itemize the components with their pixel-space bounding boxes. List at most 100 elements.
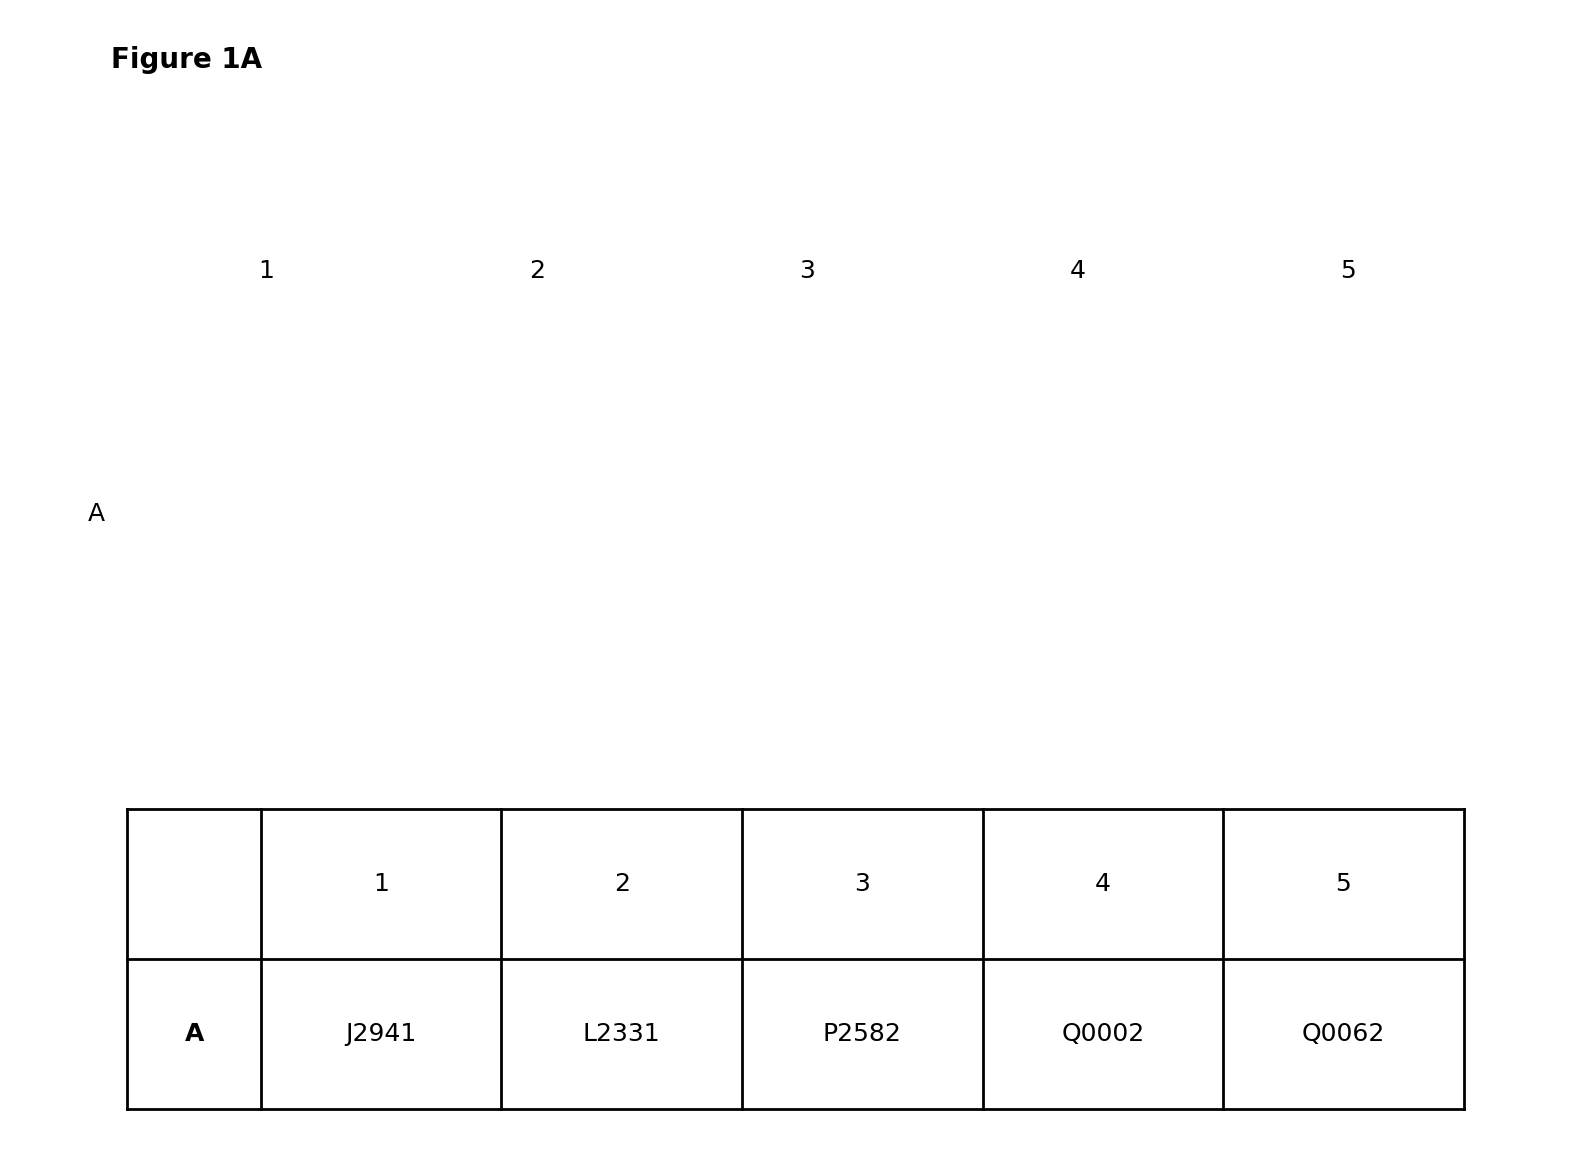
- Point: [846, 580, 872, 598]
- Point: [877, 341, 902, 359]
- Point: [737, 597, 762, 616]
- Circle shape: [1363, 337, 1394, 387]
- Circle shape: [554, 340, 582, 385]
- Circle shape: [877, 323, 923, 401]
- Text: L2331: L2331: [582, 1022, 660, 1045]
- Circle shape: [1249, 654, 1263, 678]
- Point: [786, 445, 811, 463]
- Point: [904, 700, 929, 718]
- Circle shape: [687, 520, 741, 609]
- Point: [835, 374, 861, 393]
- Point: [725, 477, 751, 495]
- Point: [724, 557, 749, 575]
- Point: [721, 572, 746, 590]
- Circle shape: [1371, 551, 1387, 579]
- Circle shape: [347, 343, 371, 381]
- Point: [902, 522, 928, 541]
- Point: [702, 404, 727, 423]
- Point: [851, 486, 877, 505]
- Point: [886, 538, 912, 557]
- Point: [859, 538, 885, 557]
- Circle shape: [1165, 655, 1177, 676]
- Point: [768, 373, 794, 392]
- Circle shape: [1039, 552, 1055, 578]
- Point: [853, 482, 878, 500]
- Circle shape: [288, 550, 307, 580]
- Point: [888, 424, 913, 442]
- Point: [859, 621, 885, 640]
- Point: [770, 629, 796, 648]
- Point: [916, 687, 942, 706]
- Point: [802, 649, 827, 668]
- Text: 4: 4: [1069, 259, 1087, 283]
- Point: [846, 434, 872, 453]
- Point: [773, 329, 799, 348]
- Circle shape: [1161, 449, 1179, 477]
- Point: [772, 305, 797, 323]
- Point: [805, 330, 831, 349]
- Circle shape: [1365, 441, 1394, 486]
- Point: [832, 538, 858, 557]
- Point: [881, 356, 907, 374]
- Point: [708, 524, 733, 543]
- Point: [725, 378, 751, 396]
- Point: [737, 422, 762, 440]
- Circle shape: [1303, 441, 1332, 486]
- Point: [907, 560, 932, 579]
- Circle shape: [433, 648, 455, 684]
- Point: [706, 328, 732, 346]
- Circle shape: [620, 448, 640, 479]
- Point: [905, 511, 931, 529]
- Circle shape: [877, 527, 923, 603]
- Point: [835, 589, 861, 608]
- Point: [894, 707, 920, 725]
- Point: [810, 477, 835, 495]
- Point: [724, 619, 749, 638]
- Text: A: A: [185, 1022, 204, 1045]
- Circle shape: [496, 448, 515, 478]
- Point: [738, 527, 764, 545]
- Circle shape: [352, 452, 366, 476]
- Point: [800, 486, 826, 505]
- Text: P2582: P2582: [823, 1022, 902, 1045]
- Point: [727, 521, 753, 539]
- Point: [845, 535, 870, 553]
- Circle shape: [690, 625, 740, 706]
- Point: [912, 331, 937, 350]
- Point: [692, 337, 718, 356]
- Point: [792, 595, 818, 613]
- Point: [902, 350, 928, 368]
- Point: [872, 316, 897, 335]
- Point: [792, 413, 818, 432]
- Circle shape: [226, 549, 245, 580]
- Circle shape: [165, 650, 183, 680]
- Point: [694, 666, 719, 685]
- Point: [689, 345, 714, 364]
- Text: 3: 3: [854, 872, 870, 895]
- Point: [759, 673, 784, 692]
- Circle shape: [1311, 654, 1325, 678]
- Point: [719, 325, 745, 343]
- Circle shape: [1432, 448, 1451, 479]
- Circle shape: [226, 448, 245, 478]
- Circle shape: [493, 544, 519, 584]
- Point: [686, 379, 711, 397]
- Point: [815, 635, 840, 654]
- Circle shape: [1371, 654, 1386, 678]
- Point: [768, 491, 794, 509]
- Point: [800, 357, 826, 375]
- Point: [808, 639, 834, 657]
- Point: [883, 542, 908, 560]
- Point: [722, 541, 748, 559]
- Point: [897, 581, 923, 599]
- Point: [851, 694, 877, 713]
- Point: [776, 547, 802, 566]
- Circle shape: [1303, 337, 1333, 387]
- Point: [899, 625, 924, 643]
- Point: [880, 459, 905, 477]
- Circle shape: [1160, 344, 1182, 380]
- Point: [837, 532, 862, 551]
- Point: [789, 619, 815, 638]
- Point: [818, 499, 843, 517]
- Text: Figure 1A: Figure 1A: [111, 46, 263, 74]
